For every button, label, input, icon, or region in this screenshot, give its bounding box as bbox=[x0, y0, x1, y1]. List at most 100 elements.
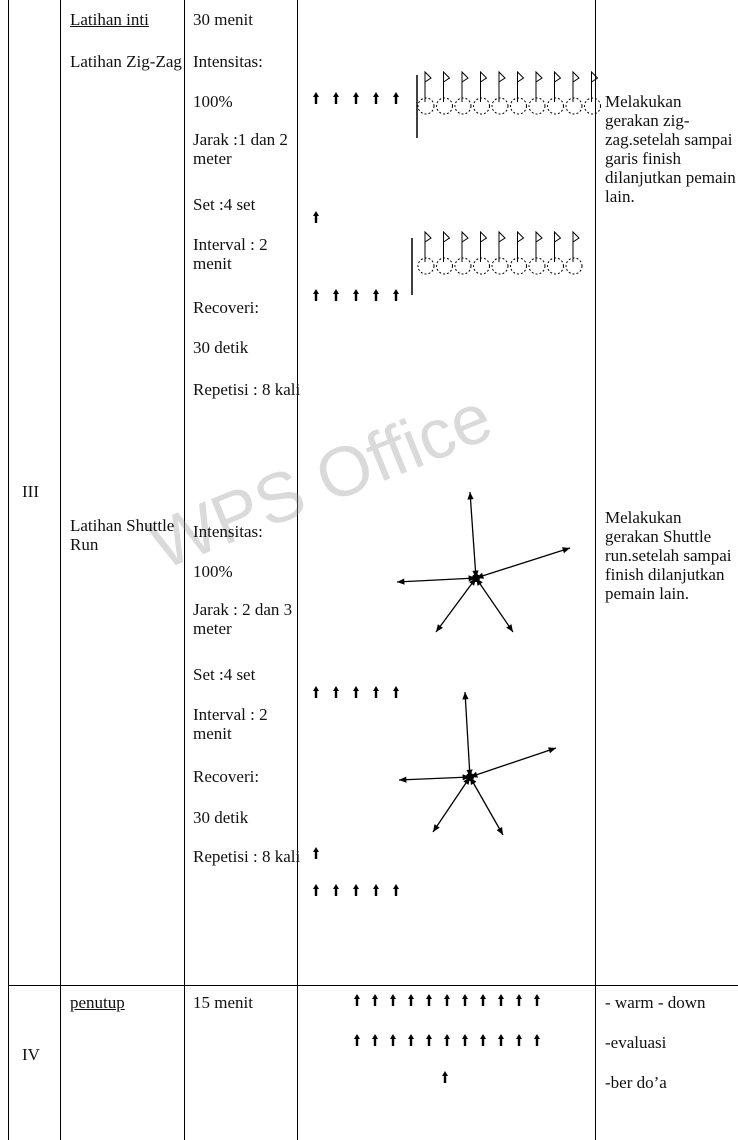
cone bbox=[454, 97, 472, 115]
detail: Intensitas: bbox=[193, 52, 263, 71]
cone bbox=[473, 257, 490, 275]
flag bbox=[554, 230, 562, 262]
player-icon bbox=[426, 994, 432, 1006]
cone bbox=[510, 97, 527, 115]
flag bbox=[572, 70, 580, 102]
flag bbox=[498, 230, 506, 262]
detail: Repetisi : 8 kali bbox=[193, 380, 301, 399]
arrow-head bbox=[506, 624, 513, 632]
arrow-head bbox=[399, 776, 407, 783]
flag bbox=[554, 70, 562, 102]
player-icon bbox=[480, 1034, 486, 1046]
detail: Intensitas: bbox=[193, 522, 263, 541]
player-icon bbox=[313, 289, 319, 301]
arrow-head bbox=[462, 774, 470, 781]
cone bbox=[528, 97, 546, 115]
player-icon bbox=[393, 92, 399, 104]
player-icon bbox=[313, 211, 319, 223]
player-icon bbox=[393, 686, 399, 698]
arrow-head bbox=[470, 771, 478, 778]
player-icon bbox=[444, 994, 450, 1006]
player-icon bbox=[372, 994, 378, 1006]
arrow-head bbox=[469, 578, 476, 586]
arrow-head bbox=[397, 578, 405, 585]
note: - warm - down bbox=[605, 993, 706, 1012]
duration: 30 menit bbox=[193, 10, 253, 29]
player-icon bbox=[534, 1034, 540, 1046]
flag bbox=[591, 70, 599, 102]
cone bbox=[584, 97, 601, 115]
row-number: III bbox=[22, 482, 39, 501]
player-icon bbox=[354, 994, 360, 1006]
detail: 100% bbox=[193, 562, 233, 581]
detail: Recoveri: bbox=[193, 767, 260, 786]
arrow-line bbox=[469, 491, 477, 579]
arrow-head bbox=[476, 578, 483, 586]
player-icon bbox=[373, 686, 379, 698]
note: -ber do’a bbox=[605, 1073, 667, 1092]
arrow-line bbox=[398, 776, 471, 781]
arrow-head bbox=[562, 547, 570, 554]
detail: Recoveri: bbox=[193, 298, 260, 317]
player-icon bbox=[353, 92, 359, 104]
flag bbox=[424, 70, 432, 102]
description: Melakukan gerakan Shuttle run.setelah sa… bbox=[605, 508, 732, 603]
activity: Latihan inti bbox=[70, 10, 149, 29]
player-icon bbox=[498, 1034, 504, 1046]
player-icon bbox=[390, 994, 396, 1006]
detail: Interval : 2 menit bbox=[193, 705, 268, 743]
player-icon bbox=[393, 884, 399, 896]
player-icon bbox=[354, 1034, 360, 1046]
arrow-line bbox=[475, 547, 571, 579]
player-icon bbox=[516, 994, 522, 1006]
cone bbox=[454, 257, 472, 275]
detail: 30 detik bbox=[193, 338, 249, 357]
detail: Set :4 set bbox=[193, 195, 256, 214]
player-icon bbox=[480, 994, 486, 1006]
detail: 100% bbox=[193, 92, 233, 111]
player-icon bbox=[442, 1071, 448, 1083]
note: -evaluasi bbox=[605, 1033, 667, 1052]
player-icon bbox=[373, 289, 379, 301]
cone bbox=[547, 97, 564, 115]
flag bbox=[535, 230, 543, 262]
player-icon bbox=[333, 92, 339, 104]
arrow-head bbox=[548, 747, 556, 754]
player-icon bbox=[426, 1034, 432, 1046]
arrow-head bbox=[476, 572, 484, 579]
activity: Latihan Shuttle Run bbox=[70, 516, 175, 554]
row-number: IV bbox=[22, 1045, 40, 1064]
flag bbox=[443, 70, 451, 102]
player-icon bbox=[498, 994, 504, 1006]
player-icon bbox=[462, 1034, 468, 1046]
player-icon bbox=[408, 994, 414, 1006]
player-icon bbox=[353, 884, 359, 896]
player-icon bbox=[333, 289, 339, 301]
arrow-line bbox=[396, 577, 477, 583]
cone bbox=[565, 97, 583, 115]
player-icon bbox=[313, 847, 319, 859]
flag bbox=[480, 230, 488, 262]
detail: Repetisi : 8 kali bbox=[193, 847, 301, 866]
player-icon bbox=[353, 686, 359, 698]
flag bbox=[461, 230, 469, 262]
cone bbox=[436, 257, 453, 275]
cone bbox=[565, 257, 583, 275]
detail: Set :4 set bbox=[193, 665, 256, 684]
arrow-line bbox=[469, 776, 504, 836]
description: Melakukan gerakan zig-zag.setelah sampai… bbox=[605, 92, 736, 206]
player-icon bbox=[333, 884, 339, 896]
arrow-line bbox=[432, 776, 471, 833]
player-icon bbox=[516, 1034, 522, 1046]
detail: Jarak : 2 dan 3 meter bbox=[193, 600, 293, 638]
arrow-head bbox=[463, 777, 470, 785]
player-icon bbox=[462, 994, 468, 1006]
player-icon bbox=[534, 994, 540, 1006]
cone bbox=[510, 257, 527, 275]
activity: penutup bbox=[70, 993, 125, 1012]
detail: Jarak :1 dan 2 meter bbox=[193, 130, 288, 168]
arrow-line bbox=[475, 577, 514, 633]
player-icon bbox=[373, 92, 379, 104]
